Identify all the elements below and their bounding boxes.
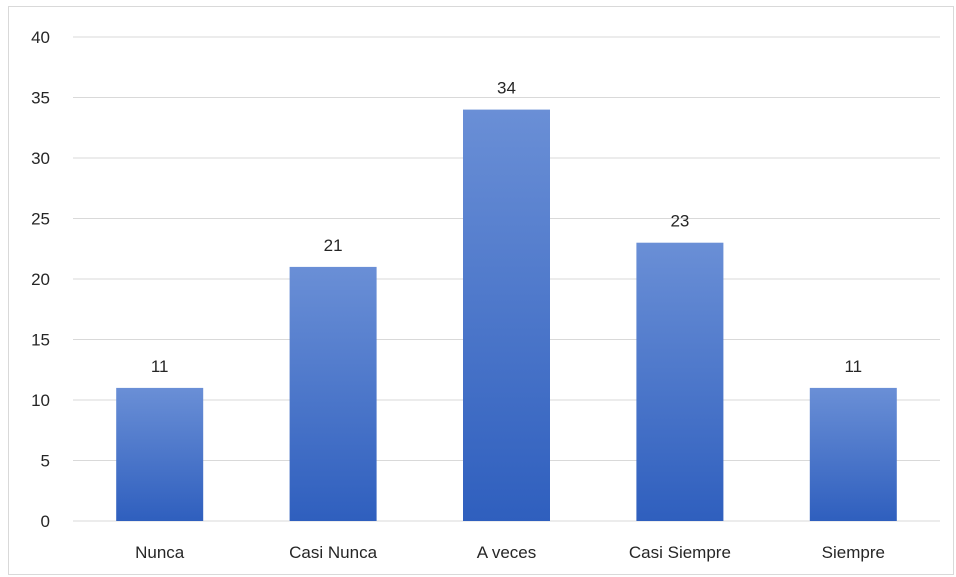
data-label: 11: [844, 357, 862, 376]
bar: [809, 387, 897, 521]
x-category-label: Casi Siempre: [629, 543, 731, 562]
bar: [636, 242, 724, 521]
data-label: 23: [670, 212, 689, 231]
bar: [289, 266, 377, 521]
y-tick-label: 5: [41, 452, 50, 471]
x-axis-categories: Nunca Casi Nunca A veces Casi Siempre Siempr…: [135, 543, 885, 562]
bar: [116, 387, 204, 521]
x-category-label: Nunca: [135, 543, 185, 562]
y-tick-label: 30: [31, 149, 50, 168]
bars: [116, 109, 897, 521]
data-labels: 11 21 34 23 11: [151, 79, 862, 376]
data-label: 21: [324, 236, 343, 255]
y-tick-label: 25: [31, 210, 50, 229]
y-tick-label: 20: [31, 270, 50, 289]
bar: [463, 109, 550, 521]
y-tick-label: 0: [41, 512, 50, 531]
data-label: 11: [151, 357, 169, 376]
x-category-label: Siempre: [822, 543, 885, 562]
x-category-label: Casi Nunca: [289, 543, 377, 562]
y-axis-ticks: 0 5 10 15 20 25 30 35 40: [31, 28, 50, 531]
x-category-label: A veces: [477, 543, 537, 562]
y-tick-label: 40: [31, 28, 50, 47]
y-tick-label: 10: [31, 391, 50, 410]
y-tick-label: 15: [31, 331, 50, 350]
data-label: 34: [497, 79, 516, 98]
y-tick-label: 35: [31, 89, 50, 108]
